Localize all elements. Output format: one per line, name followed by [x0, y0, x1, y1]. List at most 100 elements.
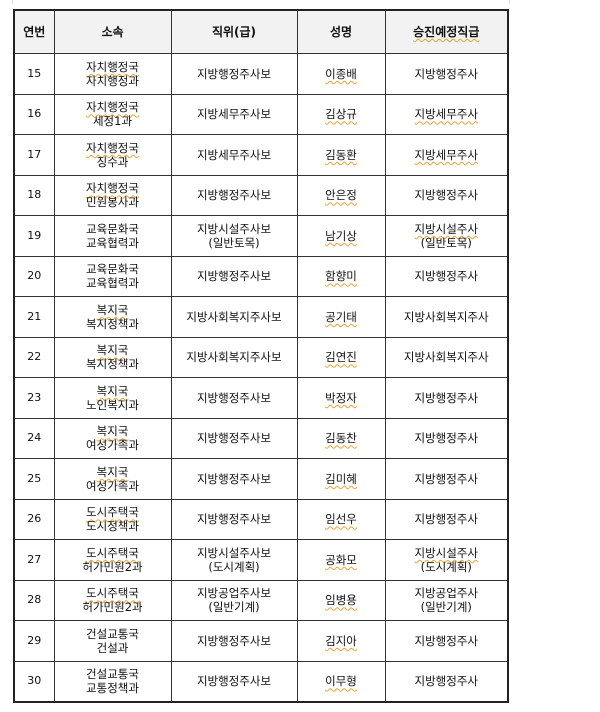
row-number: 29 — [13, 620, 55, 662]
header-position: 직위(급) — [170, 9, 298, 54]
table-row: 26 도시주택국 도시정책과 지방행정주사보 임선우 지방행정주사 — [13, 498, 509, 540]
row-number: 17 — [13, 134, 55, 176]
name-cell: 공기태 — [296, 296, 386, 338]
line-2: 여성가족과 — [86, 478, 139, 493]
promotion-cell: 지방행정주사 — [384, 174, 509, 216]
person-name: 김상규 — [325, 107, 357, 122]
promotion-cell: 지방세무주사 — [384, 134, 509, 176]
row-number: 30 — [13, 660, 55, 703]
name-cell: 공화모 — [296, 539, 386, 581]
line-2: 허가민원2과 — [82, 600, 143, 615]
person-name: 이종배 — [325, 66, 357, 81]
table-row: 30 건설교통국 교통정책과 지방행정주사보 이무형 지방행정주사 — [13, 660, 509, 703]
name-cell: 김연진 — [296, 336, 386, 378]
line-2: 민원봉사과 — [86, 195, 139, 210]
person-name: 이무형 — [325, 674, 357, 689]
table-row: 19 교육문화국 교육협력과 지방시설주사보 (일반토목) 남기상 지방시설주사 (일반토목) — [13, 215, 509, 257]
line-2: 허가민원2과 — [82, 559, 143, 574]
line-2: 건설과 — [96, 640, 129, 655]
position-cell: 지방세무주사보 — [170, 93, 298, 135]
line-1: 건설교통국 — [86, 667, 139, 682]
line-1: 지방행정주사 — [414, 512, 478, 527]
line-1: 교육문화국 — [86, 262, 139, 277]
name-cell: 박정자 — [296, 377, 386, 419]
name-cell: 이종배 — [296, 53, 386, 95]
line-1: 지방행정주사 — [414, 188, 478, 203]
header-dept: 소속 — [53, 9, 172, 54]
position-cell: 지방사회복지주사보 — [170, 296, 298, 338]
line-1: 지방세무주사보 — [196, 147, 272, 162]
name-cell: 임선우 — [296, 498, 386, 540]
table-row: 15 자치행정국 자치행정과 지방행정주사보 이종배 지방행정주사 — [13, 53, 509, 95]
header-no: 연번 — [13, 9, 55, 54]
promotion-table: 연번 소속 직위(급) 성명 승진예정직급 15 자치행정국 자치행정과 지방행정주사… — [13, 9, 509, 703]
line-1: 지방공업주사보 — [196, 586, 272, 601]
promotion-cell: 지방행정주사 — [384, 620, 509, 662]
department-cell: 교육문화국 교육협력과 — [53, 215, 172, 257]
line-1: 지방사회복지주사보 — [186, 309, 282, 324]
line-2: 징수과 — [96, 154, 129, 169]
department-cell: 교육문화국 교육협력과 — [53, 255, 172, 297]
position-cell: 지방행정주사보 — [170, 620, 298, 662]
line-2: (일반토목) — [420, 235, 472, 250]
row-number: 21 — [13, 296, 55, 338]
name-cell: 김동환 — [296, 134, 386, 176]
row-number: 23 — [13, 377, 55, 419]
position-cell: 지방행정주사보 — [170, 660, 298, 703]
promotion-cell: 지방사회복지주사 — [384, 296, 509, 338]
line-1: 지방행정주사 — [414, 66, 478, 81]
line-1: 복지국 — [96, 424, 129, 439]
line-1: 지방행정주사보 — [196, 674, 272, 689]
person-name: 김동환 — [325, 147, 357, 162]
promotion-cell: 지방행정주사 — [384, 377, 509, 419]
name-cell: 임병용 — [296, 579, 386, 621]
line-1: 지방행정주사보 — [196, 431, 272, 446]
row-number: 22 — [13, 336, 55, 378]
line-1: 자치행정국 — [86, 181, 139, 196]
department-cell: 자치행정국 민원봉사과 — [53, 174, 172, 216]
line-1: 지방시설주사보 — [196, 221, 272, 236]
line-1: 도시주택국 — [86, 545, 139, 560]
line-1: 자치행정국 — [86, 140, 139, 155]
name-cell: 김지아 — [296, 620, 386, 662]
line-2: 교육협력과 — [86, 235, 139, 250]
line-1: 지방행정주사 — [414, 471, 478, 486]
position-cell: 지방행정주사보 — [170, 255, 298, 297]
header-promotion: 승진예정직급 — [384, 9, 509, 54]
position-cell: 지방공업주사보 (일반기계) — [170, 579, 298, 621]
line-2: (일반토목) — [208, 235, 260, 250]
person-name: 공화모 — [325, 552, 357, 567]
line-1: 지방사회복지주사보 — [186, 350, 282, 365]
table-row: 16 자치행정국 세정1과 지방세무주사보 김상규 지방세무주사 — [13, 93, 509, 135]
promotion-cell: 지방행정주사 — [384, 660, 509, 703]
department-cell: 복지국 여성가족과 — [53, 458, 172, 500]
table-row: 21 복지국 복지정책과 지방사회복지주사보 공기태 지방사회복지주사 — [13, 296, 509, 338]
person-name: 공기태 — [325, 309, 357, 324]
line-1: 건설교통국 — [86, 626, 139, 641]
table-row: 18 자치행정국 민원봉사과 지방행정주사보 안은정 지방행정주사 — [13, 174, 509, 216]
person-name: 김지아 — [325, 633, 357, 648]
line-2: 교통정책과 — [86, 681, 139, 696]
promotion-cell: 지방행정주사 — [384, 53, 509, 95]
row-number: 15 — [13, 53, 55, 95]
line-1: 지방행정주사보 — [196, 269, 272, 284]
name-cell: 남기상 — [296, 215, 386, 257]
row-number: 26 — [13, 498, 55, 540]
department-cell: 건설교통국 교통정책과 — [53, 660, 172, 703]
line-2: (일반기계) — [420, 600, 472, 615]
name-cell: 안은정 — [296, 174, 386, 216]
row-number: 16 — [13, 93, 55, 135]
promotion-cell: 지방행정주사 — [384, 458, 509, 500]
position-cell: 지방행정주사보 — [170, 417, 298, 459]
department-cell: 복지국 복지정책과 — [53, 296, 172, 338]
table-row: 27 도시주택국 허가민원2과 지방시설주사보 (도시계획) 공화모 지방시설주사 (도시계획… — [13, 539, 509, 581]
line-2: 도시정책과 — [86, 519, 139, 534]
person-name: 김연진 — [325, 350, 357, 365]
position-cell: 지방행정주사보 — [170, 458, 298, 500]
department-cell: 도시주택국 허가민원2과 — [53, 579, 172, 621]
name-cell: 이무형 — [296, 660, 386, 703]
line-2: 세정1과 — [92, 114, 133, 129]
promotion-cell: 지방사회복지주사 — [384, 336, 509, 378]
row-number: 20 — [13, 255, 55, 297]
person-name: 임병용 — [325, 593, 357, 608]
